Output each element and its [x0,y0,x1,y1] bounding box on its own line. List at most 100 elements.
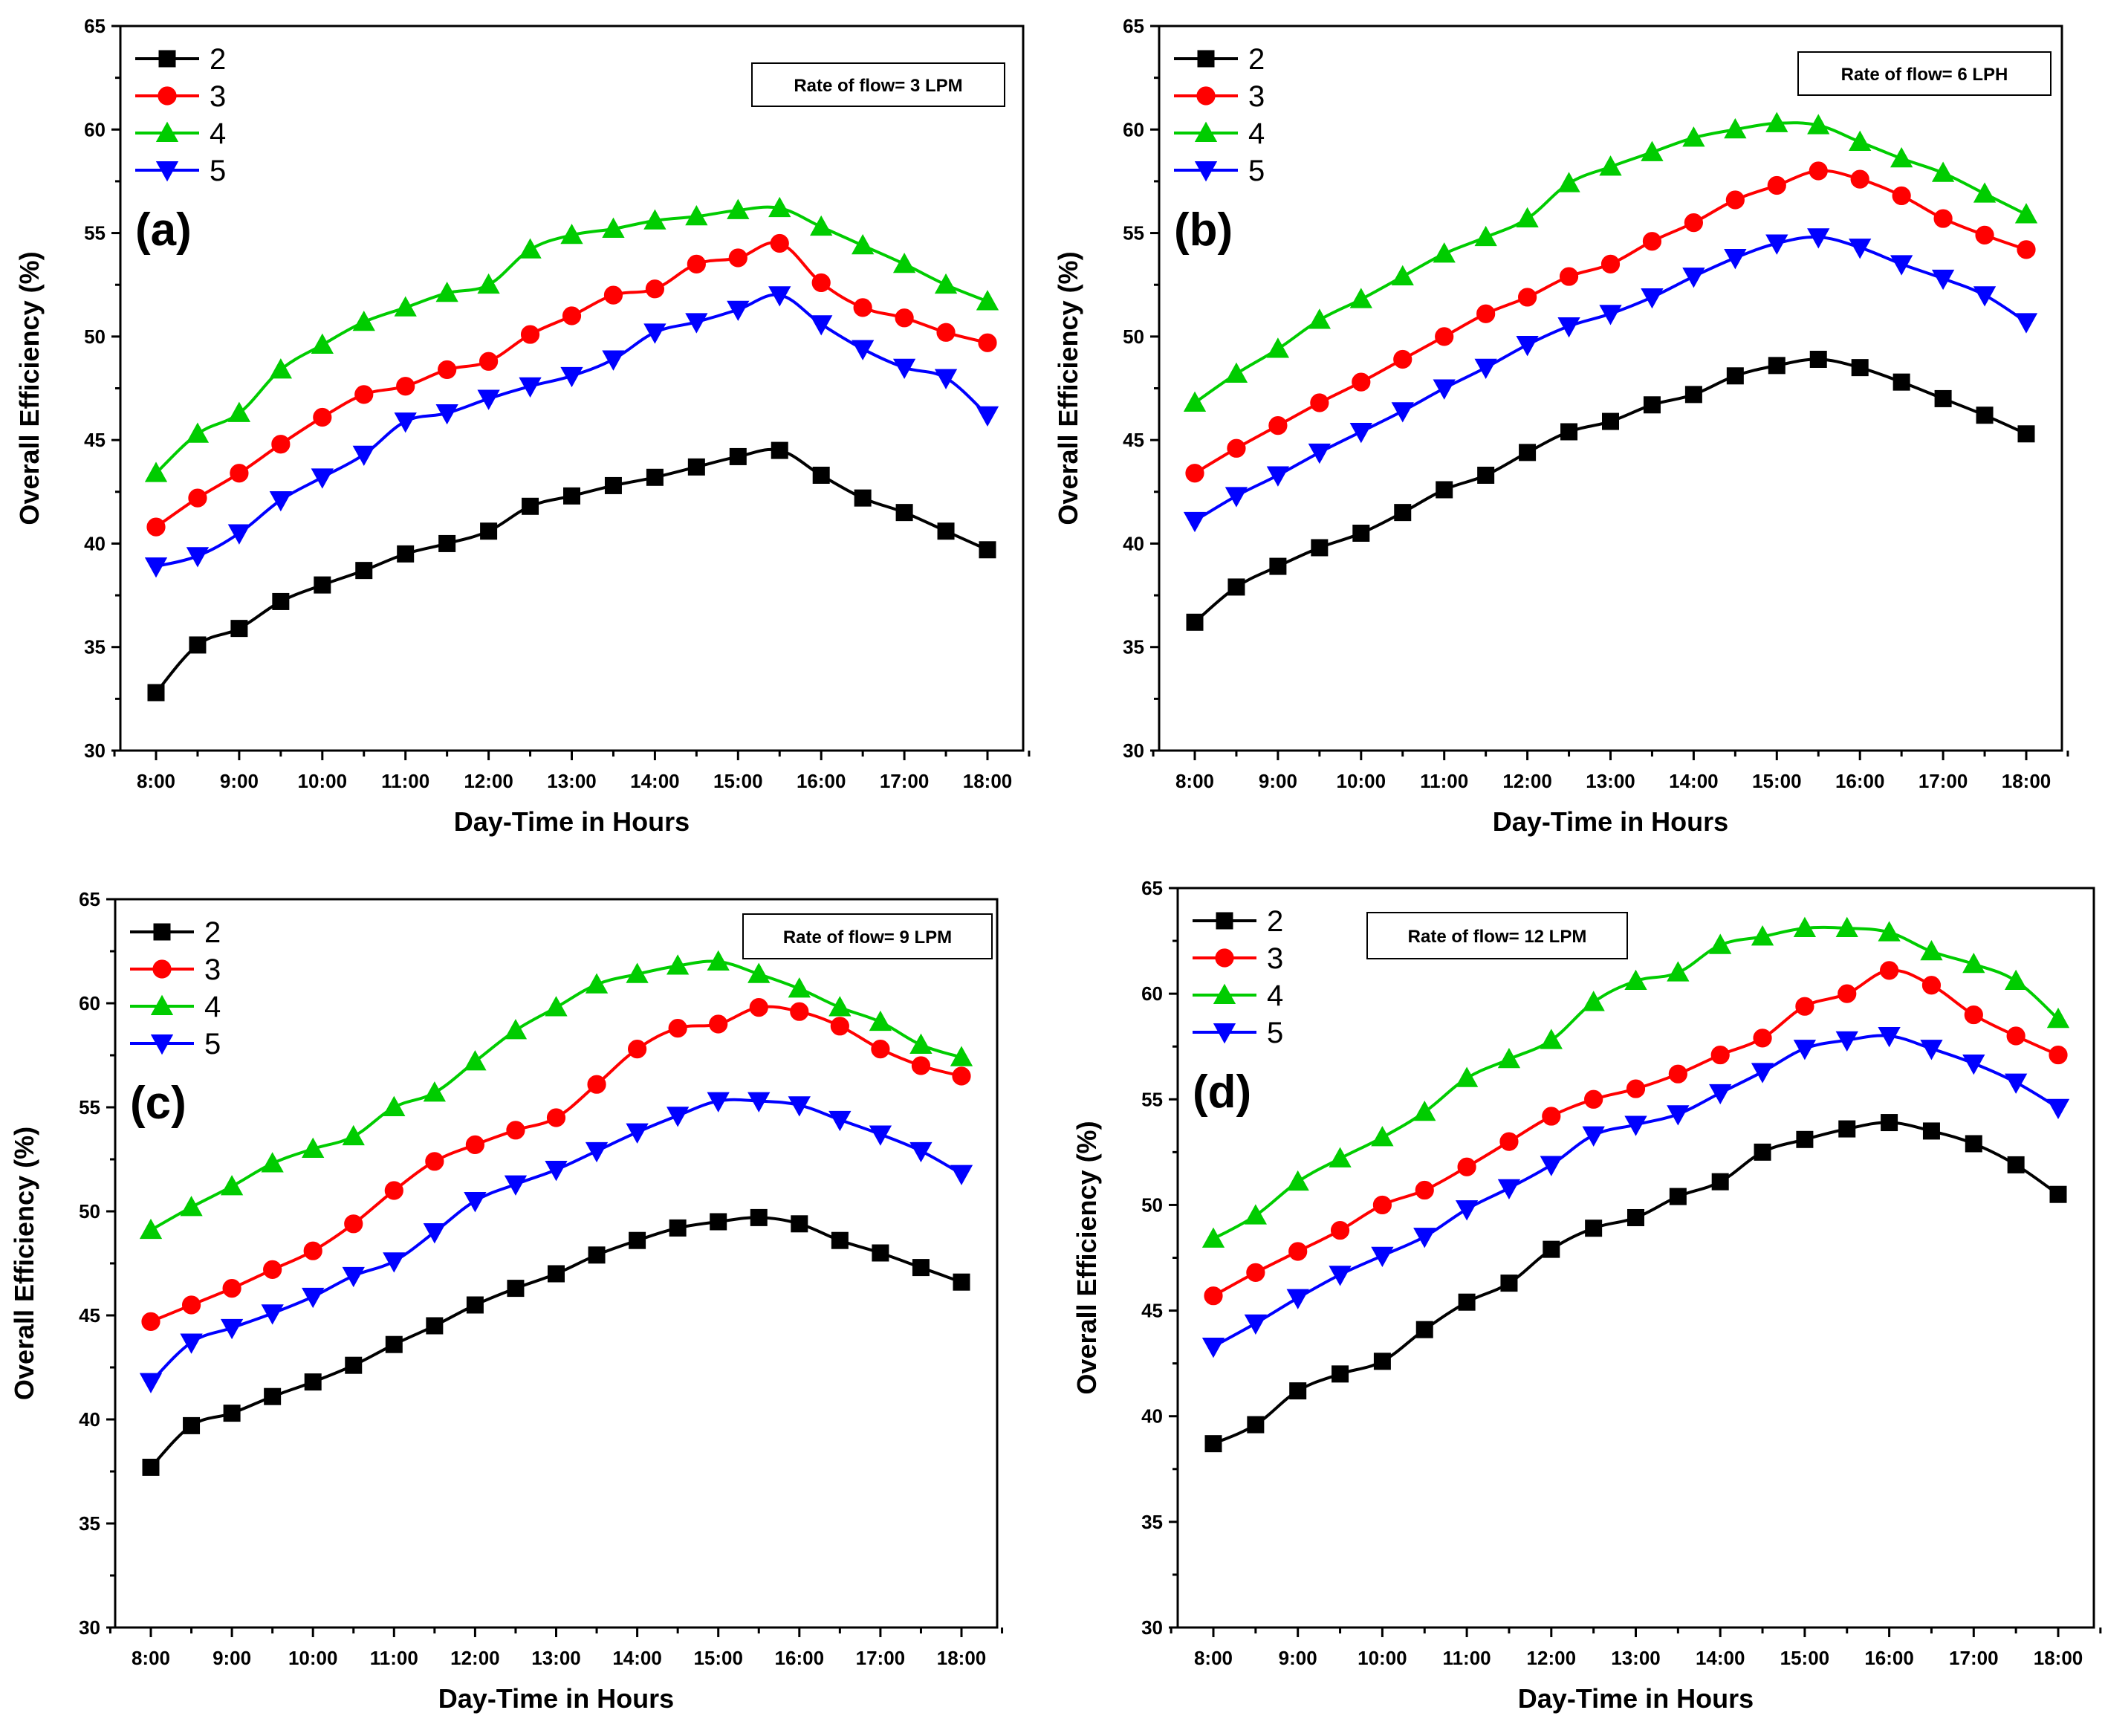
data-point [1201,1337,1225,1358]
plot-frame [1176,887,2095,1629]
data-point [1602,412,1619,430]
legend-label: 4 [1267,979,1283,1012]
data-point [707,950,730,971]
y-tick-label: 60 [1141,982,1163,1005]
data-point [1542,1107,1561,1126]
data-point [1641,140,1664,161]
legend-marker [158,50,176,68]
x-tick-label: 14:00 [1669,770,1719,792]
data-point [790,1002,809,1021]
data-point [507,1280,525,1298]
data-point [1269,557,1287,575]
data-point [466,1296,484,1314]
y-tick-label: 45 [79,1304,100,1327]
data-point [1244,1204,1267,1225]
data-point [1643,396,1661,414]
annotation-text: Rate of flow= 6 LPH [1841,65,2008,85]
y-tick-label: 30 [1123,739,1144,762]
data-point [352,311,375,331]
data-point [1973,182,1997,203]
y-tick-label: 55 [84,222,106,244]
data-point [771,441,788,459]
data-point [852,340,875,360]
data-point [810,315,833,336]
data-point [869,1010,892,1031]
data-point [1413,1101,1436,1121]
data-point [504,1019,528,1040]
annotation-text: Rate of flow= 12 LPM [1408,927,1587,947]
series-4 [1183,111,2038,412]
y-tick-label: 30 [79,1616,100,1639]
data-point [770,233,789,253]
data-point [263,1260,282,1280]
data-point [1765,111,1788,132]
data-point [139,1373,163,1393]
data-point [1349,288,1372,308]
series-4 [144,196,999,482]
data-point [1768,357,1785,375]
data-point [302,1137,325,1158]
x-tick-label: 15:00 [1752,770,1802,792]
data-point [1543,1240,1560,1258]
annotation-box [742,913,993,959]
data-point [1268,416,1288,435]
x-tick-label: 17:00 [856,1647,906,1669]
annotation-text: Rate of flow= 9 LPM [783,927,952,948]
data-point [729,447,747,465]
y-tick-label: 45 [84,429,106,451]
data-point [261,1152,284,1173]
data-point [668,1019,687,1038]
data-point [146,517,166,537]
annotation-box [751,62,1005,107]
x-tick-label: 12:00 [464,770,513,792]
data-point [936,323,956,342]
data-point [1976,407,1994,424]
y-tick-label: 35 [1123,636,1144,658]
data-point [344,1214,363,1234]
data-point [909,1033,933,1054]
data-point [314,576,331,594]
legend: 2 3 4 5 [135,43,226,187]
data-point [1641,288,1664,309]
data-point [269,490,292,512]
data-point [1286,1170,1309,1191]
legend-marker [152,959,172,979]
data-point [747,962,771,983]
data-point [1310,393,1329,412]
y-tick-label: 50 [79,1200,100,1222]
data-point [892,253,916,273]
data-point [220,1175,244,1196]
plot-frame [119,25,1025,752]
data-point [1373,1353,1391,1370]
data-point [271,435,291,454]
data-point [142,1458,160,1476]
data-point [345,1356,363,1374]
data-point [384,1181,403,1200]
data-point [1540,1156,1563,1176]
data-point [1849,130,1872,151]
data-point [710,1213,727,1231]
data-point [1332,1365,1349,1383]
legend-label: 5 [204,1028,221,1060]
data-point [1436,481,1453,499]
y-tick-label: 35 [84,636,106,658]
data-point [1225,487,1248,508]
data-point [220,1318,244,1340]
data-point [1624,969,1647,991]
data-point [425,1152,444,1171]
data-point [979,541,996,559]
data-point [1669,1188,1687,1205]
x-tick-label: 14:00 [612,1647,662,1669]
data-point [1477,467,1495,484]
data-point [1266,466,1290,487]
data-point [1557,317,1580,338]
data-point [1201,1227,1225,1248]
y-tick-label: 65 [84,15,106,37]
legend-marker [150,1034,174,1055]
legend-label: 2 [204,916,221,949]
data-point [423,1081,446,1102]
data-point [709,1014,728,1034]
data-point [272,592,290,610]
y-tick-label: 35 [79,1512,100,1535]
